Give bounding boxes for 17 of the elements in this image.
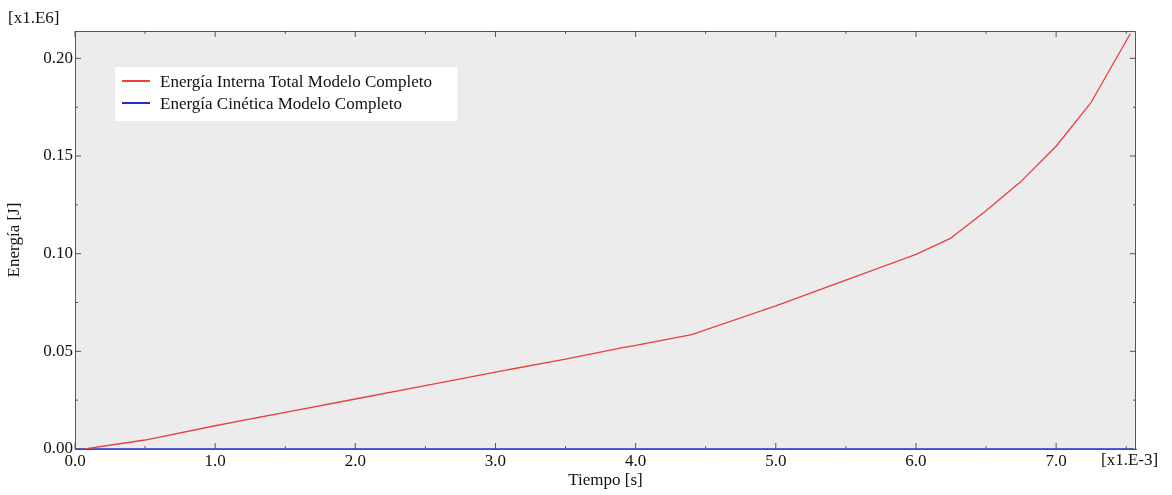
legend-label: Energía Cinética Modelo Completo: [160, 94, 402, 114]
y-tick-label: 0.15: [43, 145, 73, 165]
x-tick-label: 1.0: [204, 450, 226, 470]
x-tick-label: 4.0: [625, 450, 647, 470]
y-tick-label: 0.05: [43, 340, 73, 360]
text: [x1.E-3]: [1101, 449, 1159, 469]
y-tick-label: 0.10: [43, 243, 73, 263]
y-tick-label: 0.20: [43, 47, 73, 67]
x-tick-label: 6.0: [905, 450, 927, 470]
legend-label: Energía Interna Total Modelo Completo: [160, 72, 433, 92]
x-tick-label: 3.0: [484, 450, 507, 470]
text: [x1.E6]: [8, 7, 60, 27]
y-axis-title: Energía [J]: [3, 202, 23, 278]
x-tick-label: 2.0: [344, 450, 366, 470]
x-tick-label: 7.0: [1045, 450, 1067, 470]
x-axis-title: Tiempo [s]: [568, 470, 643, 490]
x-tick-label: 5.0: [765, 450, 787, 470]
